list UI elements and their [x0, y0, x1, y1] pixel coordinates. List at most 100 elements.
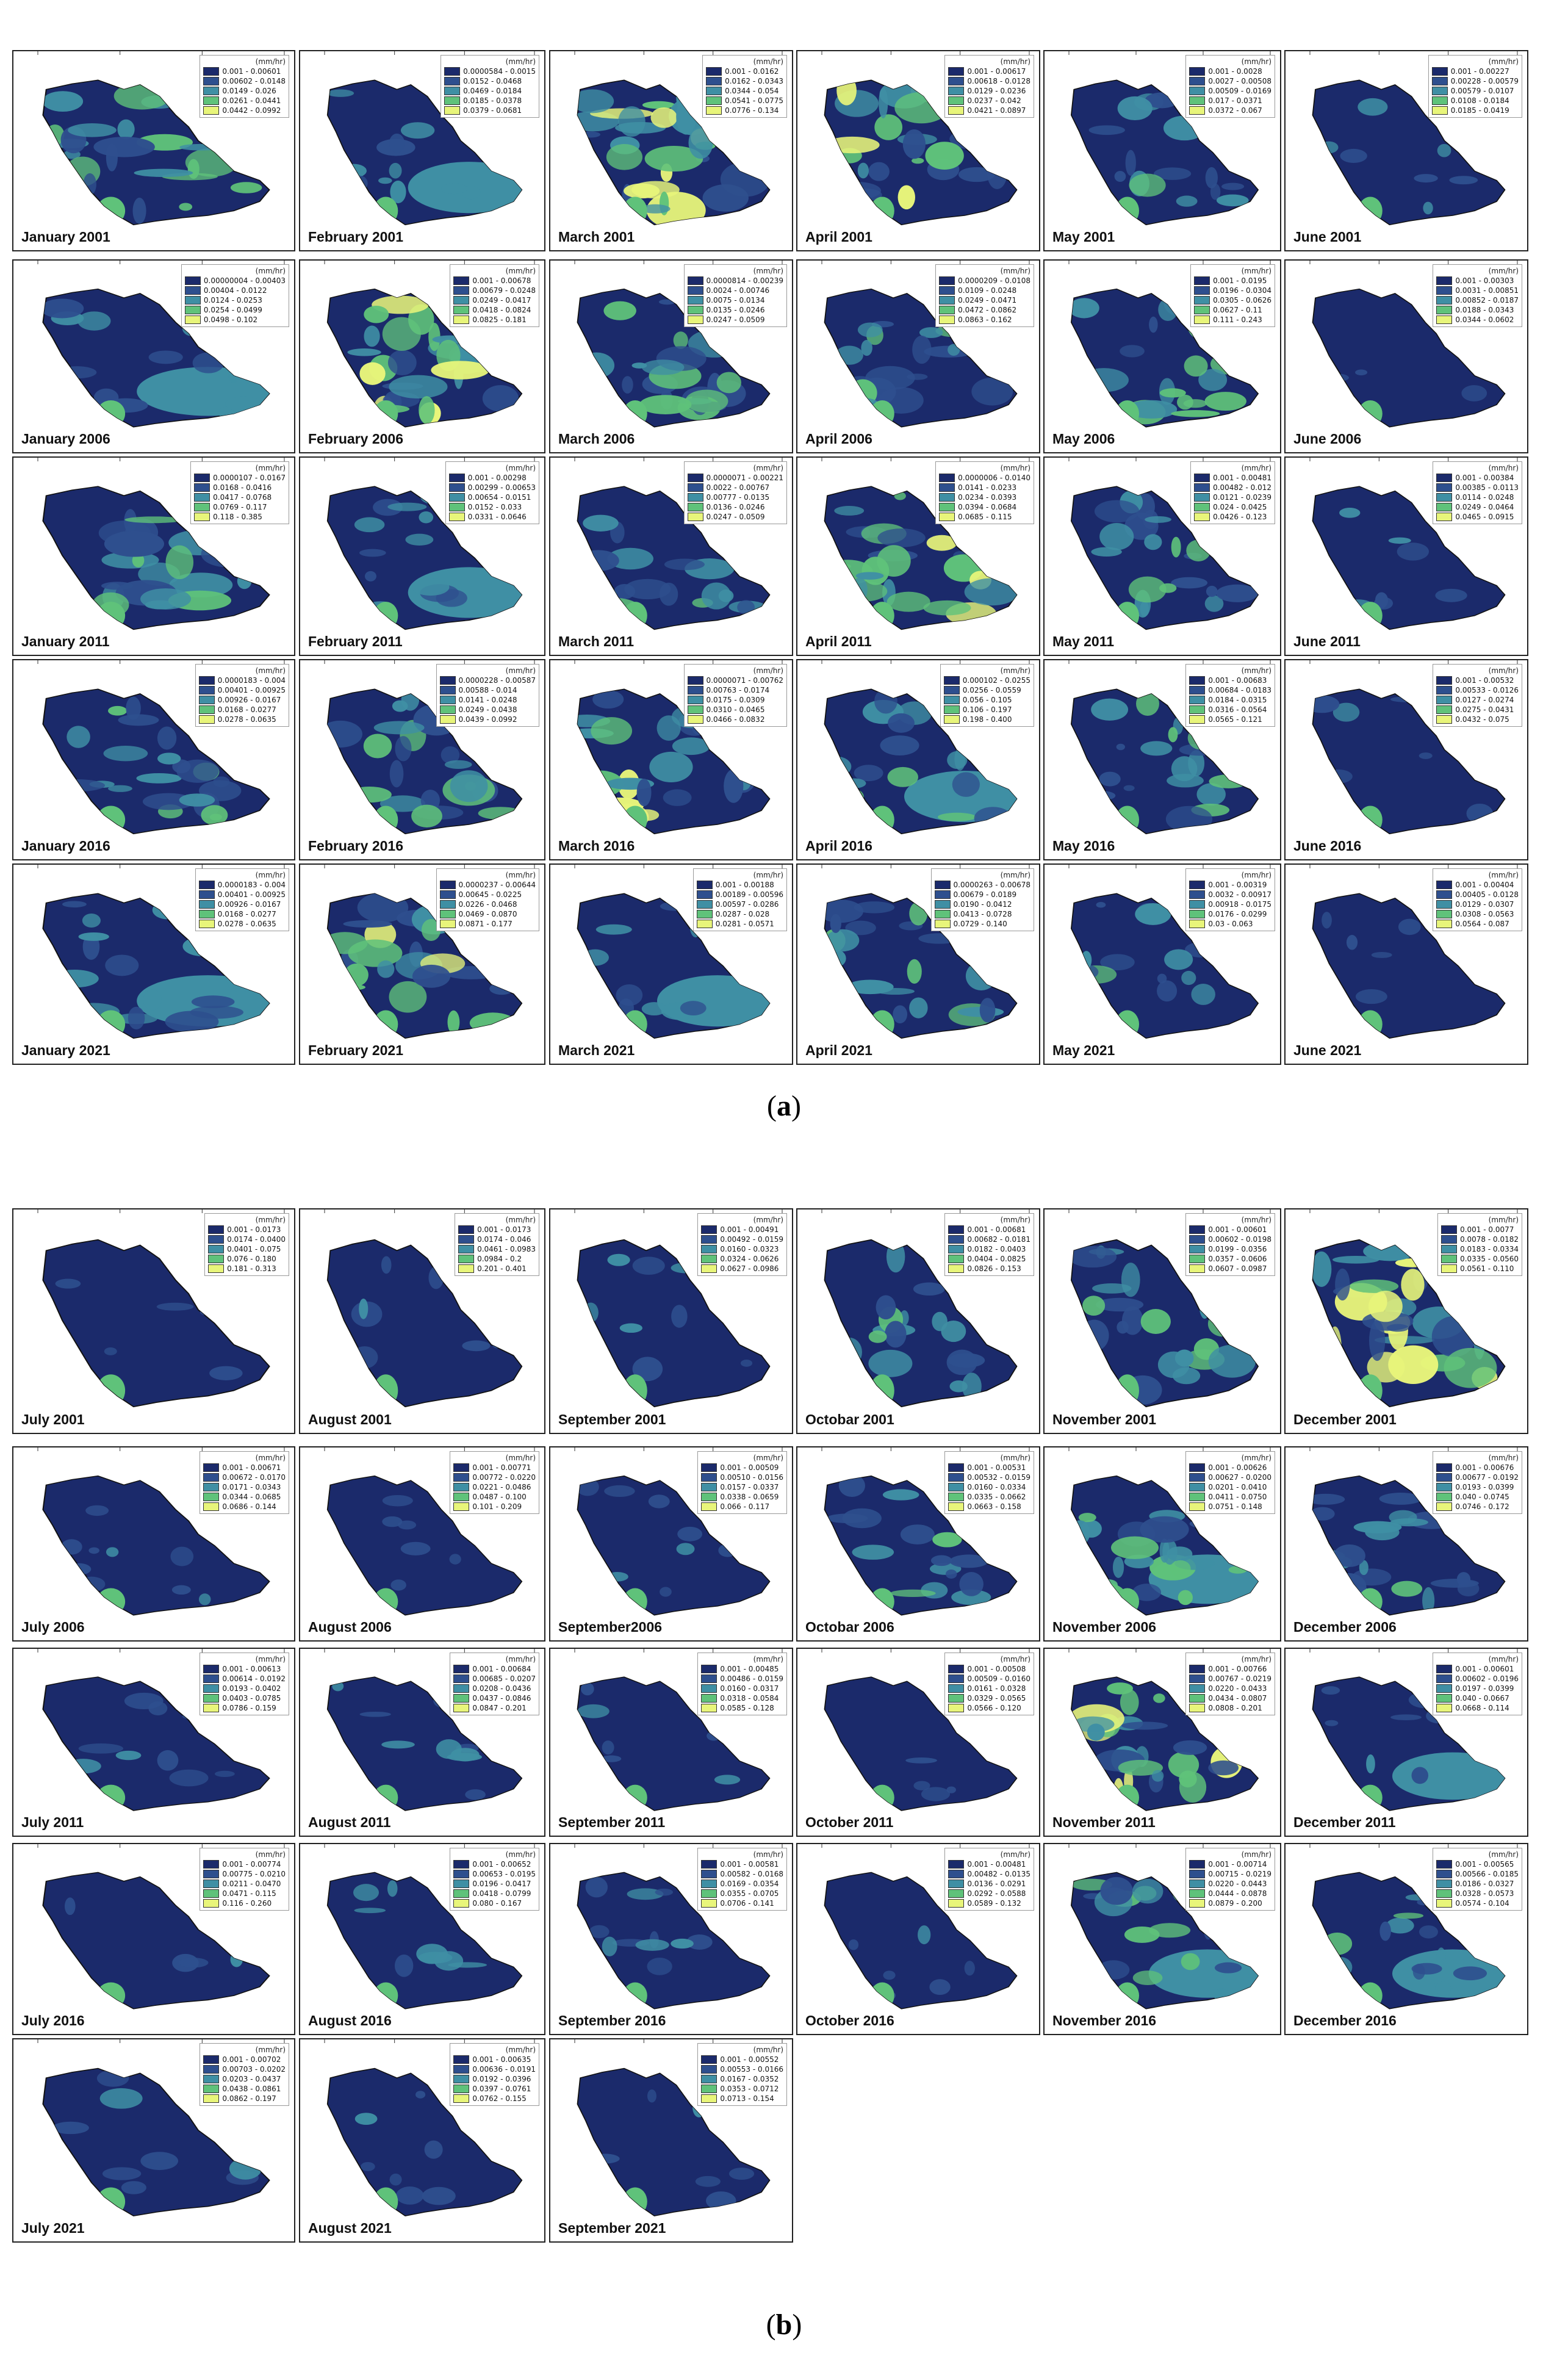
- legend-unit: (mm/hr): [255, 1655, 286, 1664]
- rainfall-map: [1309, 1209, 1518, 1408]
- rainfall-map: [324, 1209, 535, 1408]
- legend-row: 0.0413 - 0.0728: [934, 909, 1030, 919]
- legend-swatch: [203, 1483, 220, 1491]
- legend-unit: (mm/hr): [1000, 267, 1030, 275]
- map-legend: (mm/hr) 0.001 - 0.0195 0.0196 - 0.0304 0.03…: [1190, 264, 1275, 327]
- legend-row: 0.001 - 0.00227: [1431, 67, 1519, 76]
- legend-swatch: [439, 705, 456, 714]
- legend-range: 0.0281 - 0.0571: [715, 920, 774, 928]
- legend-row: 0.001 - 0.00532: [1436, 676, 1519, 685]
- legend-range: 0.0278 - 0.0635: [217, 715, 276, 724]
- legend-range: 0.0192 - 0.0396: [472, 2075, 531, 2083]
- legend-row: 0.0199 - 0.0356: [1189, 1244, 1271, 1254]
- legend-swatch: [1189, 1704, 1206, 1712]
- legend-range: 0.0879 - 0.200: [1208, 1899, 1262, 1908]
- legend-row: 0.00636 - 0.0191: [453, 2064, 536, 2074]
- legend-swatch: [687, 705, 703, 714]
- legend-range: 0.001 - 0.00681: [967, 1225, 1026, 1234]
- legend-swatch: [453, 1684, 470, 1693]
- legend-row: 0.0121 - 0.0239: [1194, 492, 1271, 502]
- a-map-panel: (mm/hr) 0.001 - 0.00384 0.00385 - 0.0113 0.…: [1284, 456, 1528, 656]
- legend-row: 0.0729 - 0.140: [934, 919, 1030, 929]
- legend-range: 0.0786 - 0.159: [222, 1704, 276, 1712]
- legend-row: 0.0316 - 0.0564: [1189, 705, 1271, 715]
- legend-row: 0.001 - 0.00303: [1436, 276, 1519, 286]
- legend-swatch: [687, 276, 703, 285]
- panel-label: October 2011: [804, 1814, 896, 1831]
- map-legend: (mm/hr) 0.001 - 0.00481 0.00482 - 0.012 0.0…: [1190, 461, 1275, 524]
- legend-range: 0.00299 - 0.00653: [467, 483, 536, 492]
- legend-swatch: [1189, 920, 1206, 928]
- legend-range: 0.001 - 0.00581: [720, 1860, 779, 1869]
- legend-range: 0.0713 - 0.154: [720, 2094, 774, 2103]
- legend-row: 0.040 - 0.0667: [1436, 1693, 1519, 1703]
- legend-range: 0.00767 - 0.0219: [1208, 1674, 1271, 1683]
- legend-row: 0.00228 - 0.00579: [1431, 76, 1519, 86]
- legend-range: 0.001 - 0.00601: [1455, 1665, 1514, 1673]
- a-map-panel: (mm/hr) 0.001 - 0.00303 0.0031 - 0.00851 0.…: [1284, 259, 1528, 453]
- legend-row: 0.0465 - 0.0915: [1436, 512, 1519, 522]
- legend-swatch: [439, 910, 456, 918]
- legend-range: 0.0261 - 0.0441: [222, 96, 281, 105]
- legend-unit: (mm/hr): [753, 1655, 783, 1664]
- country-outline: [1312, 288, 1506, 428]
- legend-swatch: [706, 67, 722, 76]
- legend-row: 0.0418 - 0.0824: [453, 305, 536, 315]
- a-map-panel: (mm/hr) 0.0000228 - 0.00587 0.00588 - 0.01…: [299, 659, 545, 860]
- legend-range: 0.001 - 0.00676: [1455, 1463, 1514, 1472]
- legend-swatch: [934, 881, 951, 889]
- legend-range: 0.0249 - 0.0438: [458, 705, 517, 714]
- panel-label: June 2006: [1292, 431, 1364, 447]
- map-legend: (mm/hr) 0.001 - 0.00565 0.00566 - 0.0185 0.…: [1433, 1848, 1522, 1911]
- legend-row: 0.0160 - 0.0323: [701, 1244, 783, 1254]
- legend-range: 0.056 - 0.105: [962, 696, 1012, 704]
- legend-range: 0.0185 - 0.0378: [463, 96, 522, 105]
- legend-range: 0.00533 - 0.0126: [1455, 686, 1519, 694]
- legend-swatch: [1189, 87, 1206, 95]
- rainfall-map: [324, 51, 535, 226]
- legend-row: 0.000102 - 0.0255: [943, 676, 1030, 685]
- legend-row: 0.001 - 0.00678: [453, 276, 536, 286]
- legend-row: 0.001 - 0.00676: [1436, 1463, 1519, 1472]
- country-outline: [326, 1239, 523, 1408]
- caption-a: (a): [767, 1090, 801, 1122]
- legend-range: 0.00509 - 0.0160: [967, 1674, 1030, 1683]
- legend-range: 0.001 - 0.00319: [1208, 881, 1267, 889]
- legend-row: 0.0863 - 0.162: [939, 315, 1030, 325]
- legend-swatch: [948, 1684, 965, 1693]
- legend-swatch: [448, 513, 465, 521]
- legend-row: 0.0000263 - 0.00678: [934, 880, 1030, 890]
- legend-swatch: [701, 2055, 717, 2064]
- legend-row: 0.0432 - 0.075: [1436, 715, 1519, 724]
- legend-range: 0.001 - 0.00771: [472, 1463, 531, 1472]
- a-map-panel: (mm/hr) 0.0000183 - 0.004 0.00401 - 0.0092…: [12, 863, 295, 1065]
- map-legend: (mm/hr) 0.001 - 0.00384 0.00385 - 0.0113 0.…: [1433, 461, 1522, 524]
- country-outline: [1312, 79, 1506, 226]
- legend-swatch: [444, 77, 461, 85]
- legend-range: 0.0417 - 0.0768: [213, 493, 272, 502]
- legend-row: 0.0247 - 0.0509: [687, 512, 783, 522]
- legend-range: 0.040 - 0.0667: [1455, 1694, 1509, 1703]
- map-legend: (mm/hr) 0.001 - 0.00714 0.00715 - 0.0219 0.…: [1185, 1848, 1275, 1911]
- legend-row: 0.0234 - 0.0393: [939, 492, 1030, 502]
- legend-row: 0.00553 - 0.0166: [701, 2064, 783, 2074]
- rainfall-map: [37, 261, 285, 428]
- legend-range: 0.0808 - 0.201: [1208, 1704, 1262, 1712]
- legend-range: 0.0185 - 0.0419: [1450, 106, 1509, 115]
- legend-row: 0.0335 - 0.0560: [1441, 1254, 1519, 1264]
- legend-swatch: [701, 2094, 717, 2103]
- legend-row: 0.0746 - 0.172: [1436, 1502, 1519, 1512]
- legend-row: 0.00509 - 0.0160: [948, 1674, 1030, 1684]
- legend-row: 0.001 - 0.00481: [1194, 473, 1271, 483]
- legend-range: 0.001 - 0.00678: [472, 276, 531, 285]
- legend-range: 0.0344 - 0.054: [725, 87, 779, 95]
- legend-range: 0.0168 - 0.0416: [213, 483, 272, 492]
- rainfall-map: [1309, 51, 1518, 226]
- b-map-panel: (mm/hr) 0.001 - 0.00565 0.00566 - 0.0185 0.…: [1284, 1843, 1528, 2035]
- map-legend: (mm/hr) 0.001 - 0.00508 0.00509 - 0.0160 0.…: [944, 1653, 1034, 1715]
- legend-swatch: [687, 503, 703, 511]
- legend-range: 0.0024 - 0.00746: [706, 286, 770, 295]
- legend-row: 0.00582 - 0.0168: [701, 1869, 783, 1879]
- legend-unit: (mm/hr): [255, 871, 286, 879]
- legend-unit: (mm/hr): [753, 1454, 783, 1462]
